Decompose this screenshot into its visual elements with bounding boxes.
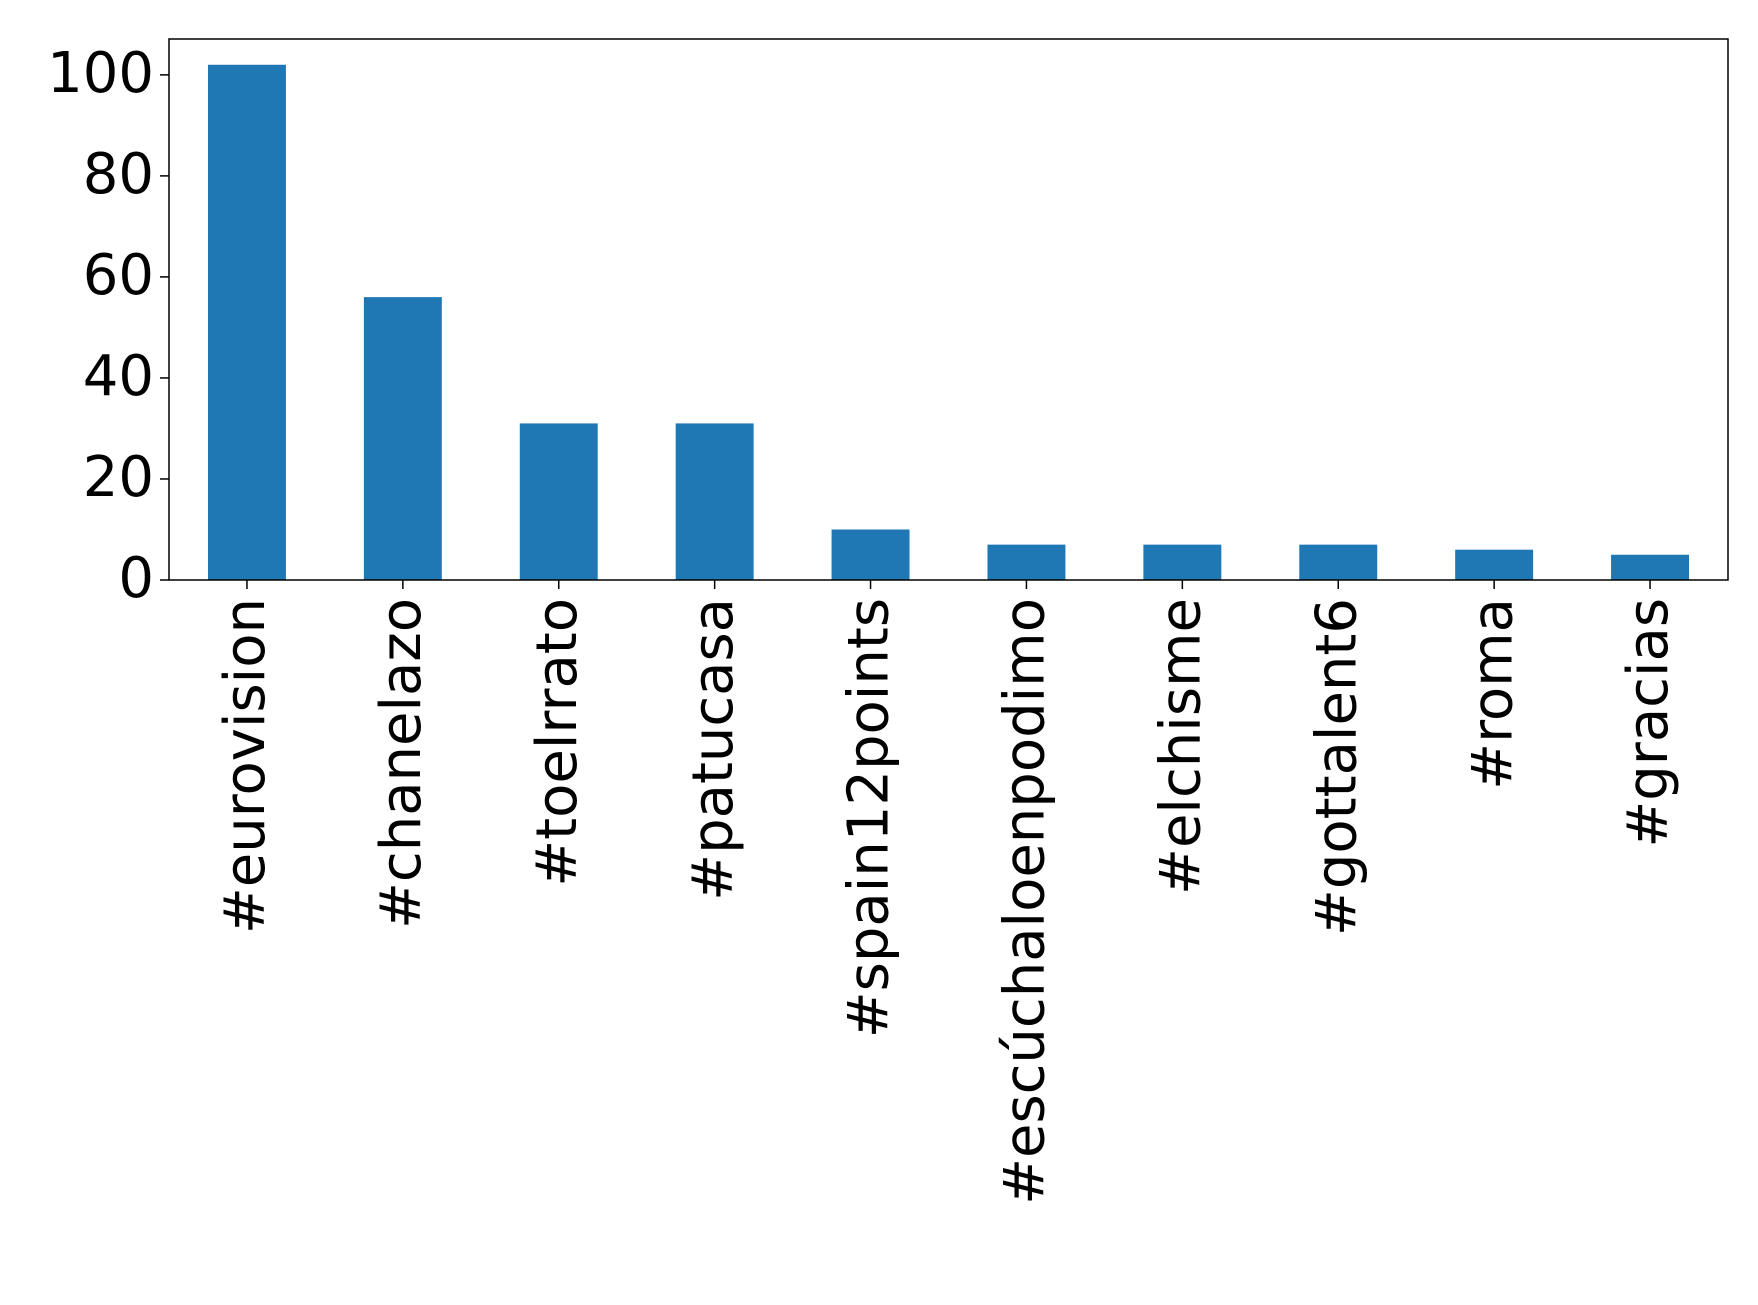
bar bbox=[1143, 544, 1222, 580]
bar bbox=[831, 529, 910, 580]
x-tick-label: #eurovision bbox=[213, 598, 278, 934]
x-tick-label: #toelrrato bbox=[525, 598, 590, 887]
x-tick-label: #spain12points bbox=[837, 598, 902, 1038]
y-tick-label: 80 bbox=[83, 142, 154, 207]
bar bbox=[207, 64, 286, 580]
x-tick-label: #escúchaloenpodimo bbox=[993, 598, 1058, 1205]
x-tick-label: #elchisme bbox=[1148, 598, 1213, 895]
x-tick-label: #gottalent6 bbox=[1304, 598, 1369, 936]
bar bbox=[1455, 549, 1534, 580]
y-tick-label: 20 bbox=[83, 445, 154, 510]
y-tick-label: 100 bbox=[47, 41, 154, 106]
bar bbox=[675, 423, 754, 580]
bar bbox=[363, 297, 442, 580]
plot-frame bbox=[168, 38, 1729, 581]
x-tick-label: #chanelazo bbox=[369, 598, 434, 929]
y-tick-label: 40 bbox=[83, 344, 154, 409]
y-tick-label: 60 bbox=[83, 243, 154, 308]
y-tick-label: 0 bbox=[118, 546, 154, 611]
x-tick-label: #patucasa bbox=[681, 598, 746, 901]
bar bbox=[1611, 554, 1690, 580]
bar bbox=[1299, 544, 1378, 580]
x-tick-label: #roma bbox=[1460, 598, 1525, 790]
bar bbox=[987, 544, 1066, 580]
x-tick-label: #gracias bbox=[1616, 598, 1681, 848]
bar bbox=[519, 423, 598, 580]
